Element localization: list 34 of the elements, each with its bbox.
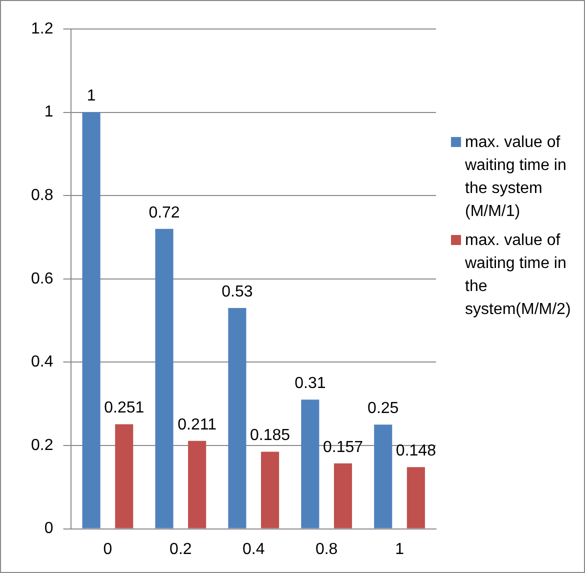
x-tick-label: 0.4 bbox=[242, 540, 265, 558]
bar bbox=[301, 400, 320, 528]
y-tick-label: 0 bbox=[44, 520, 54, 538]
data-label: 0.53 bbox=[222, 283, 253, 300]
data-label: 0.25 bbox=[368, 400, 399, 418]
bar bbox=[334, 463, 352, 528]
data-label: 0.185 bbox=[250, 427, 290, 444]
x-tick-label: 0.8 bbox=[315, 540, 338, 558]
x-tick-label: 0 bbox=[103, 540, 112, 558]
legend-label: max. value of waiting time in the system (M/M/1) bbox=[465, 134, 566, 220]
legend-label: max. value of waiting time in the system(M/M/2) bbox=[465, 232, 571, 318]
bar bbox=[155, 228, 174, 528]
bar bbox=[374, 424, 392, 528]
data-label: 0.72 bbox=[148, 204, 180, 222]
y-tick-label: 0.2 bbox=[30, 436, 54, 454]
y-tick-label: 1.2 bbox=[30, 20, 54, 38]
bar bbox=[188, 440, 206, 528]
data-label: 1 bbox=[86, 88, 96, 105]
y-tick-label: 0.4 bbox=[30, 354, 54, 371]
y-tick-label: 0.8 bbox=[30, 187, 54, 204]
data-label: 0.31 bbox=[294, 375, 326, 392]
bar bbox=[406, 467, 425, 528]
data-label: 0.251 bbox=[104, 400, 144, 417]
x-tick-label: 1 bbox=[395, 540, 404, 558]
y-tick-label: 0.6 bbox=[30, 270, 54, 288]
bar bbox=[228, 308, 246, 528]
y-tick-label: 1 bbox=[44, 104, 54, 121]
data-label: 0.157 bbox=[322, 438, 364, 456]
bar bbox=[115, 424, 134, 528]
bar bbox=[82, 112, 100, 528]
data-label: 0.211 bbox=[178, 416, 217, 434]
bar bbox=[261, 452, 280, 528]
x-tick-label: 0.2 bbox=[170, 540, 192, 558]
data-label: 0.148 bbox=[396, 442, 436, 460]
